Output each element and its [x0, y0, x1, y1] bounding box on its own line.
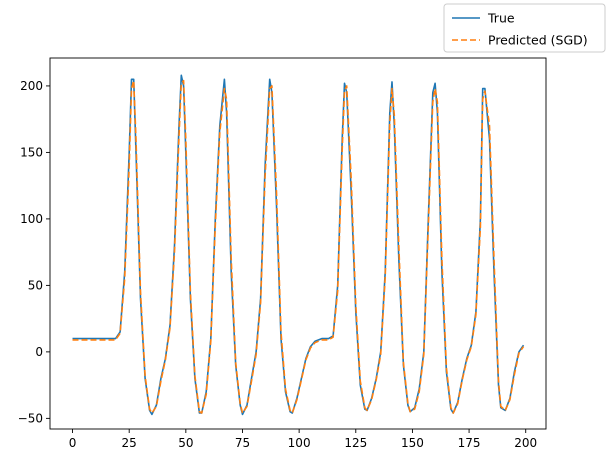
legend-box	[443, 3, 606, 53]
x-tick-label: 200	[514, 436, 537, 450]
y-tick-label: 150	[20, 145, 43, 159]
series-layer	[72, 74, 525, 416]
legend-label-true: True	[487, 11, 515, 26]
x-tick-label: 75	[235, 436, 250, 450]
x-tick-label: 0	[69, 436, 77, 450]
y-tick-label: −50	[18, 411, 43, 425]
axes-frame	[49, 57, 547, 430]
x-axis: 0 25 50 75 100 125 150 175 200	[69, 429, 537, 450]
x-tick-label: 100	[288, 436, 311, 450]
y-tick-label: 100	[20, 212, 43, 226]
y-tick-label: 50	[28, 278, 43, 292]
y-axis: −50 0 50 100 150 200	[18, 79, 50, 425]
legend-label-predicted: Predicted (SGD)	[488, 33, 588, 48]
x-tick-label: 25	[122, 436, 137, 450]
x-tick-label: 175	[458, 436, 481, 450]
x-tick-label: 50	[178, 436, 193, 450]
y-tick-label: 200	[20, 79, 43, 93]
x-tick-label: 125	[344, 436, 367, 450]
x-tick-label: 150	[401, 436, 424, 450]
legend: True Predicted (SGD)	[443, 3, 606, 53]
y-tick-label: 0	[35, 345, 43, 359]
